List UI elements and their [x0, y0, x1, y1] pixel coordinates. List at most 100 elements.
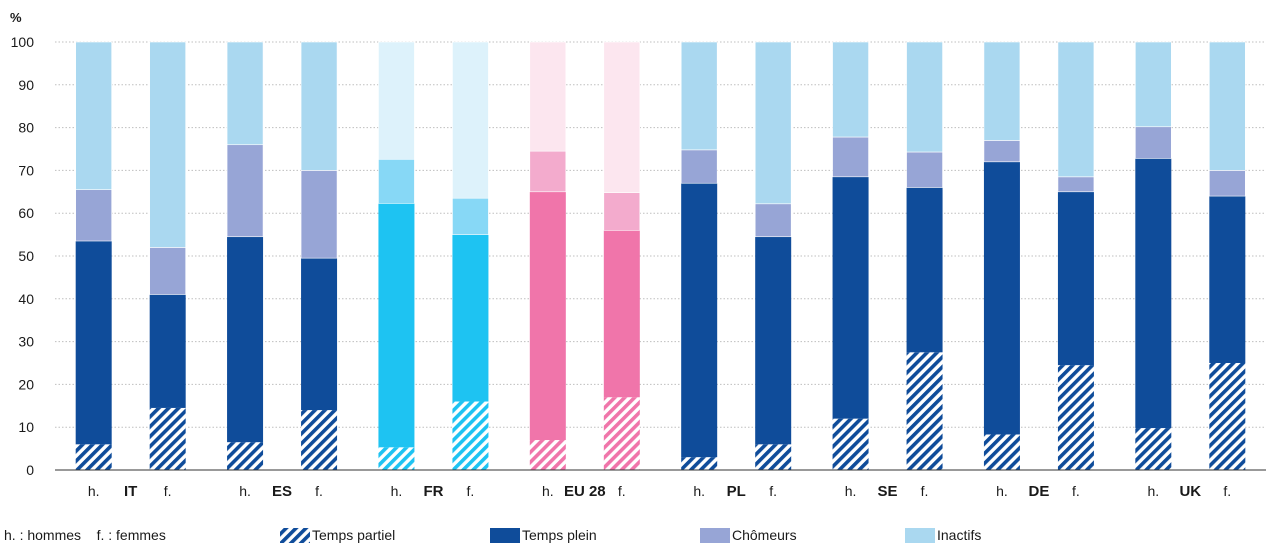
bar-segment-inactifs [529, 41, 567, 152]
bar-segment-inactifs [983, 41, 1021, 141]
y-axis-ticks: 0 10 20 30 40 50 60 70 80 90 100 [11, 34, 35, 478]
bar-segment-temps-plein [983, 161, 1020, 435]
bar-segment-temps-partiel [301, 410, 338, 470]
y-tick-label: 30 [18, 334, 34, 350]
country-label: FR [423, 483, 443, 500]
y-tick-label: 50 [18, 248, 34, 264]
bar-segment-chômeurs [603, 192, 641, 231]
bar-segment-temps-plein [1135, 158, 1172, 429]
bar-segment-inactifs [1135, 41, 1172, 128]
bar-segment-temps-plein [227, 236, 264, 443]
bar-segment-temps-plein [452, 234, 489, 402]
bar-segment-temps-partiel [832, 418, 869, 470]
sex-label: f. [921, 483, 929, 499]
bar-segment-inactifs [1057, 41, 1095, 178]
sex-label: h. [391, 483, 403, 499]
bar-segment-temps-plein [906, 187, 943, 353]
sex-label: h. [88, 483, 100, 499]
bar-segment-inactifs [680, 41, 718, 151]
country-label: PL [727, 483, 746, 500]
country-label: SE [878, 483, 898, 500]
country-label: IT [124, 483, 137, 500]
legend: h. : hommes f. : femmes Temps partiel Tem… [4, 527, 981, 543]
bar-segment-inactifs [300, 41, 338, 171]
country-label: ES [272, 483, 292, 500]
bar-segment-temps-partiel [755, 444, 792, 470]
bar-segment-temps-partiel [529, 440, 566, 470]
y-tick-label: 70 [18, 162, 34, 178]
y-tick-label: 20 [18, 376, 34, 392]
country-label: UK [1179, 483, 1201, 500]
bar-segment-temps-plein [529, 191, 566, 441]
bar-segment-inactifs [603, 41, 641, 193]
sex-label: f. [164, 483, 172, 499]
sex-label: f. [1223, 483, 1231, 499]
bars [75, 41, 1246, 470]
legend-label: Inactifs [937, 527, 981, 543]
bar-segment-chômeurs [680, 149, 718, 184]
bar-segment-chômeurs [832, 136, 869, 178]
bar-segment-temps-partiel [1135, 428, 1172, 470]
bar-segment-temps-plein [301, 258, 338, 411]
sex-label: f. [467, 483, 475, 499]
bar-segment-temps-partiel [452, 401, 489, 470]
y-tick-label: 10 [18, 419, 34, 435]
bar-segment-temps-partiel [1209, 363, 1246, 470]
bar-segment-chômeurs [1057, 176, 1095, 193]
sex-label: h. [542, 483, 554, 499]
bar-segment-inactifs [149, 41, 186, 248]
sex-label: h. [996, 483, 1008, 499]
bar-segment-temps-partiel [1057, 365, 1094, 470]
legend-swatch [700, 528, 730, 543]
bar-segment-inactifs [754, 41, 792, 205]
bar-segment-chômeurs [300, 170, 338, 259]
bar-segment-chômeurs [529, 150, 567, 193]
bar-segment-chômeurs [75, 189, 112, 242]
y-tick-label: 40 [18, 291, 34, 307]
y-tick-label: 100 [11, 34, 35, 50]
legend-swatch [905, 528, 935, 543]
legend-label: Temps plein [522, 527, 597, 543]
country-label: DE [1029, 483, 1050, 500]
country-label: EU 28 [564, 483, 606, 500]
bar-segment-temps-plein [681, 183, 718, 458]
bar-segment-chômeurs [906, 151, 943, 188]
bar-segment-inactifs [75, 41, 112, 190]
bar-segment-chômeurs [149, 247, 186, 295]
bar-segment-temps-partiel [75, 444, 112, 470]
y-axis-unit: % [10, 10, 22, 25]
sex-label: f. [769, 483, 777, 499]
bar-segment-temps-partiel [227, 442, 264, 470]
sex-label: f. [315, 483, 323, 499]
y-tick-label: 80 [18, 120, 34, 136]
bar-segment-temps-partiel [603, 397, 640, 470]
bar-segment-temps-partiel [681, 457, 718, 470]
bar-segment-chômeurs [1135, 126, 1172, 159]
bar-segment-temps-plein [378, 203, 415, 448]
y-tick-label: 90 [18, 77, 34, 93]
sex-label: h. [845, 483, 857, 499]
bar-segment-temps-plein [1209, 196, 1246, 363]
y-tick-label: 60 [18, 205, 34, 221]
bar-segment-chômeurs [754, 203, 792, 238]
bar-segment-inactifs [906, 41, 943, 153]
bar-segment-inactifs [378, 41, 415, 160]
sex-label: f. [618, 483, 626, 499]
bar-segment-temps-partiel [983, 434, 1020, 470]
legend-label: Temps partiel [312, 527, 395, 543]
bar-segment-chômeurs [226, 144, 264, 238]
bar-segment-temps-plein [832, 176, 869, 419]
legend-swatch [280, 528, 310, 543]
sex-label: h. [693, 483, 705, 499]
bar-segment-temps-partiel [906, 352, 943, 470]
legend-note: h. : hommes f. : femmes [4, 527, 166, 543]
x-axis-labels: IT h. f. ES h. f. FR h. f. EU 28 h. f. PL h. f. SE h. f. D… [88, 483, 1231, 500]
sex-label: h. [239, 483, 251, 499]
bar-segment-temps-partiel [378, 447, 415, 470]
bar-segment-inactifs [226, 41, 264, 146]
bar-segment-temps-partiel [149, 407, 186, 470]
bar-segment-chômeurs [378, 158, 415, 204]
bar-segment-temps-plein [149, 294, 186, 408]
y-tick-label: 0 [26, 462, 34, 478]
